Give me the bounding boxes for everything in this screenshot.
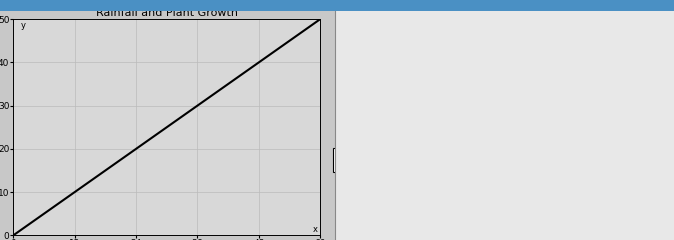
Text: x: x (313, 225, 317, 234)
Text: C.  The point (36,30) means the type of plant grows 30 mm when it rains 36 cm.: C. The point (36,30) means the type of p… (363, 130, 674, 139)
Bar (342, 151, 357, 167)
Text: 5: 5 (592, 101, 598, 110)
Bar (342, 77, 357, 93)
Bar (342, 102, 357, 119)
Title: Rainfall and Plant Growth: Rainfall and Plant Growth (96, 8, 238, 18)
Bar (342, 125, 357, 141)
Text: Select all that apply.: Select all that apply. (345, 66, 431, 75)
Text: The graph shows the proportional relationship between rainfall during the growin: The graph shows the proportional relatio… (345, 18, 674, 27)
Text: —: — (592, 110, 599, 115)
Text: B.  The constant of proportionality is: B. The constant of proportionality is (363, 107, 520, 116)
Text: D.  The graph is a straight line through the origin.: D. The graph is a straight line through … (363, 155, 573, 164)
Text: growth of a type of plant. Which statements about the graph are true?: growth of a type of plant. Which stateme… (345, 41, 629, 50)
Text: y: y (21, 21, 26, 30)
Text: 6: 6 (592, 117, 598, 126)
Text: A.  The graph does not show a proportional relationship.: A. The graph does not show a proportiona… (363, 82, 601, 91)
FancyBboxPatch shape (334, 148, 674, 172)
Text: E.  The point (1,10) shows the constant of proportionality.: E. The point (1,10) shows the constant o… (363, 180, 605, 189)
Bar (342, 176, 357, 192)
